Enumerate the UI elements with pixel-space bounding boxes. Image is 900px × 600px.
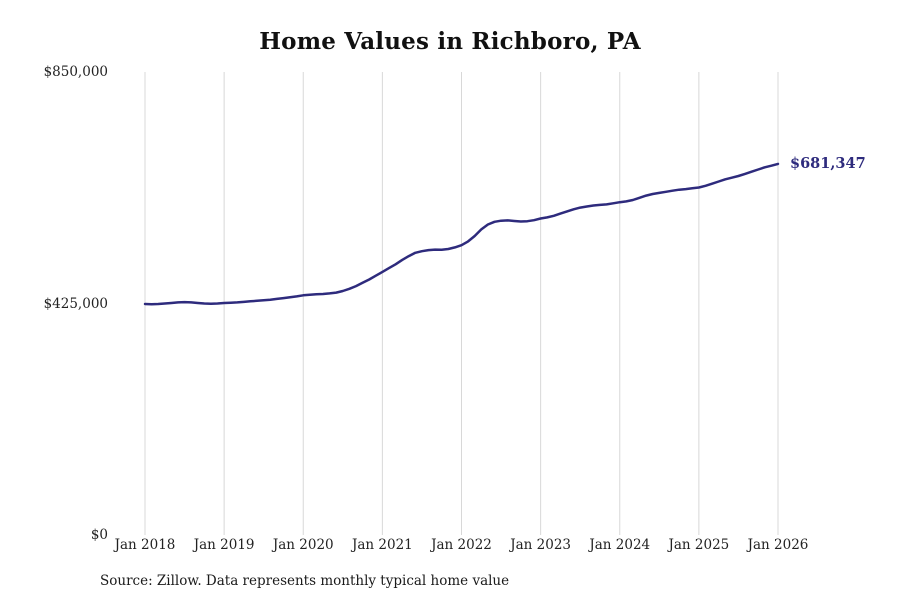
x-axis-tick: Jan 2025 (668, 537, 730, 553)
source-note: Source: Zillow. Data represents monthly … (100, 573, 510, 589)
x-axis-tick: Jan 2018 (114, 537, 176, 553)
current-value-label: $681,347 (790, 154, 866, 172)
x-axis-tick: Jan 2023 (510, 537, 572, 553)
y-axis-tick: $425,000 (43, 295, 108, 312)
x-axis-tick: Jan 2021 (351, 537, 413, 553)
x-axis-tick: Jan 2024 (589, 537, 651, 553)
x-axis-tick: Jan 2019 (193, 537, 255, 553)
home-value-line (143, 162, 780, 306)
y-axis-tick: $850,000 (43, 64, 108, 80)
x-axis-tick: Jan 2022 (431, 537, 492, 553)
x-axis-tick: Jan 2020 (272, 537, 334, 553)
x-axis-tick: Jan 2026 (747, 537, 809, 553)
y-axis-tick: $0 (90, 527, 108, 543)
chart-title: Home Values in Richboro, PA (259, 28, 641, 55)
